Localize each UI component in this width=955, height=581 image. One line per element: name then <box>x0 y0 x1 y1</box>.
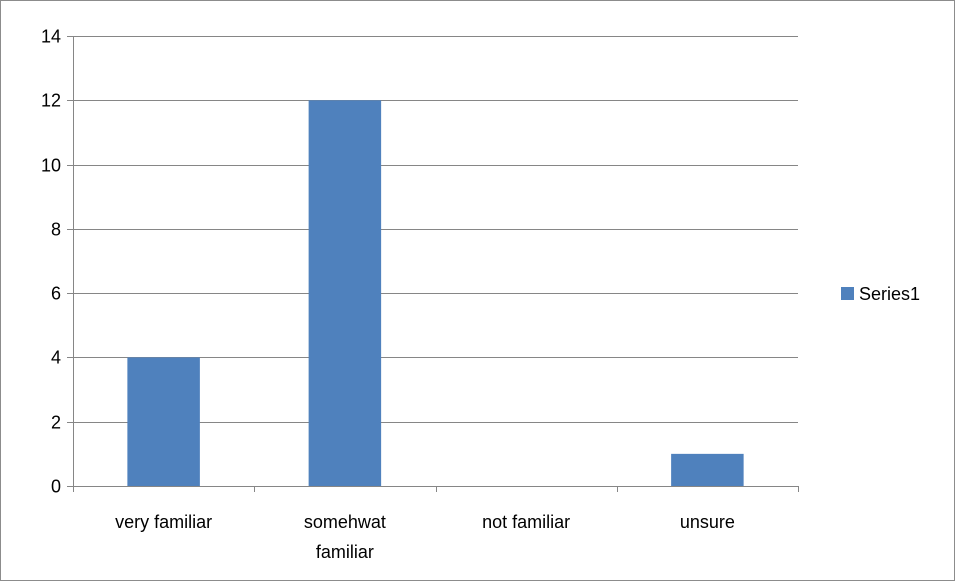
bar <box>671 453 744 486</box>
y-tick-label: 8 <box>51 220 61 240</box>
bar <box>308 100 382 487</box>
y-tick-label: 2 <box>51 413 61 433</box>
x-tick-label: not familiar <box>482 512 570 532</box>
x-tick-label: very familiar <box>115 512 212 532</box>
y-tick-label: 10 <box>41 156 61 176</box>
axes <box>67 36 799 492</box>
bars <box>127 100 744 487</box>
legend: Series1 <box>841 284 920 304</box>
x-tick-label: unsure <box>680 512 735 532</box>
bar <box>127 357 200 486</box>
y-tick-label: 4 <box>51 348 61 368</box>
y-tick-label: 14 <box>41 27 61 47</box>
x-tick-labels: very familiar somehwat familiar not familia… <box>115 512 735 562</box>
y-tick-label: 12 <box>41 91 61 111</box>
legend-swatch-series1 <box>841 287 854 300</box>
x-tick-label: somehwat <box>304 512 386 532</box>
y-tick-label: 0 <box>51 477 61 497</box>
y-tick-label: 6 <box>51 284 61 304</box>
x-tick-label: familiar <box>316 542 374 562</box>
y-tick-labels: 0 2 4 6 8 10 12 14 <box>41 27 61 497</box>
legend-label-series1: Series1 <box>859 284 920 304</box>
